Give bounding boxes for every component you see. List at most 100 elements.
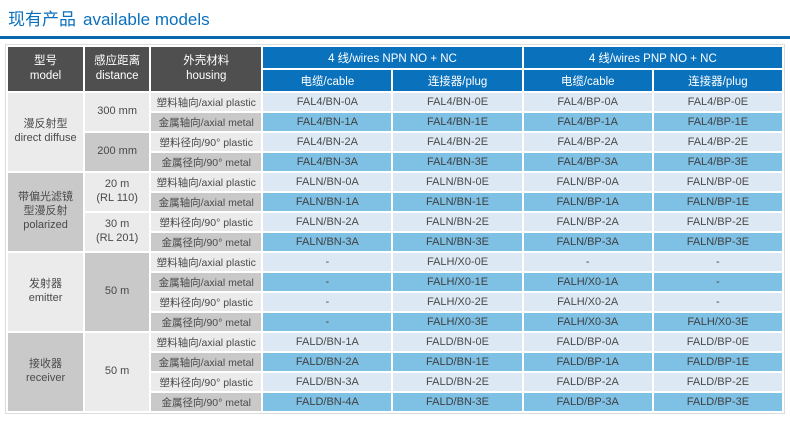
model-code-cell: FAL4/BP-0A — [523, 93, 652, 111]
housing-cell: 金属轴向/axial metal — [151, 193, 262, 211]
housing-cell: 金属轴向/axial metal — [151, 273, 262, 291]
housing-cell: 塑料径向/90° plastic — [151, 293, 262, 311]
housing-cell: 塑料轴向/axial plastic — [151, 333, 262, 351]
table-row: 金属轴向/axial metal FAL4/BN-1A FAL4/BN-1E FAL4… — [8, 113, 782, 131]
housing-cell: 塑料轴向/axial plastic — [151, 173, 262, 191]
table-row: 金属轴向/axial metal - FALH/X0-1E FALH/X0-1A - — [8, 273, 782, 291]
model-code-cell: FALD/BN-2A — [263, 353, 392, 371]
model-code-cell: FALN/BN-0E — [393, 173, 522, 191]
model-code-cell: FALN/BP-2A — [523, 213, 652, 231]
model-code-cell: FAL4/BP-1E — [653, 113, 782, 131]
table-row: 塑料径向/90° plastic - FALH/X0-2E FALH/X0-2A - — [8, 293, 782, 311]
model-code-cell: FALN/BN-1A — [263, 193, 392, 211]
model-cell: 带偏光滤镜 型漫反射 polarized — [8, 173, 84, 251]
col-header-distance-en: distance — [95, 70, 139, 82]
table-row: 带偏光滤镜 型漫反射 polarized 20 m (RL 110) 塑料轴向/axial… — [8, 173, 782, 251]
model-code-cell: FALD/BP-1E — [653, 353, 782, 371]
empty-cell: - — [263, 273, 392, 291]
model-code-cell: FALH/X0-0E — [393, 253, 522, 271]
model-code-cell: FALD/BN-3A — [263, 373, 392, 391]
model-code-cell: FALN/BN-1E — [393, 193, 522, 211]
table-row: 30 m (RL 201) 塑料径向/90° plastic FALN/BN-2A FA… — [8, 213, 782, 251]
model-code-cell: FALN/BP-2E — [653, 213, 782, 231]
model-code-cell: FALN/BP-3A — [523, 233, 652, 251]
col-header-model-en: model — [29, 70, 62, 82]
models-table-wrapper: 型号 model 感应距离 distance 外壳材料 housing 4 线/… — [5, 44, 785, 414]
model-code-cell: FALH/X0-1A — [523, 273, 652, 291]
title-divider — [0, 36, 790, 39]
model-code-cell: FALD/BN-4A — [263, 393, 392, 411]
model-code-cell: FAL4/BP-1A — [523, 113, 652, 131]
distance-cell: 300 mm — [85, 93, 150, 131]
model-code-cell: FALH/X0-3E — [393, 313, 522, 331]
model-code-cell: FALN/BN-3A — [263, 233, 392, 251]
model-code-cell: FAL4/BN-2E — [393, 133, 522, 151]
housing-cell: 塑料径向/90° plastic — [151, 213, 262, 231]
model-code-cell: FALN/BP-0E — [653, 173, 782, 191]
housing-cell: 塑料径向/90° plastic — [151, 373, 262, 391]
table-row: 发射器 emitter 50 m 塑料轴向/axial plastic - FALH/X0… — [8, 253, 782, 331]
model-code-cell: FALN/BP-1A — [523, 193, 652, 211]
model-code-cell: FALN/BN-3E — [393, 233, 522, 251]
housing-cell: 金属径向/90° metal — [151, 233, 262, 251]
empty-cell: - — [653, 293, 782, 311]
model-code-cell: FAL4/BN-0A — [263, 93, 392, 111]
model-code-cell: FAL4/BN-1E — [393, 113, 522, 131]
model-code-cell: FAL4/BN-3A — [263, 153, 392, 171]
housing-cell: 金属径向/90° metal — [151, 393, 262, 411]
model-code-cell: FALN/BP-0A — [523, 173, 652, 191]
col-header-model: 型号 model — [8, 47, 84, 91]
table-row: 漫反射型 direct diffuse 300 mm 塑料轴向/axial plast… — [8, 93, 782, 171]
col-header-model-zh: 型号 — [34, 55, 58, 68]
table-row: 金属径向/90° metal FALN/BN-3A FALN/BN-3E FALN/B… — [8, 233, 782, 251]
header-row-groups: 型号 model 感应距离 distance 外壳材料 housing 4 线/… — [8, 47, 782, 91]
distance-cell: 50 m — [85, 333, 150, 411]
model-code-cell: FALD/BN-1A — [263, 333, 392, 351]
model-code-cell: FAL4/BP-3A — [523, 153, 652, 171]
model-cell: 发射器 emitter — [8, 253, 84, 331]
col-group-pnp: 4 线/wires PNP NO + NC — [523, 47, 782, 68]
model-code-cell: FALH/X0-2E — [393, 293, 522, 311]
table-row: 金属径向/90° metal FAL4/BN-3A FAL4/BN-3E FAL4/B… — [8, 153, 782, 171]
model-code-cell: FALN/BN-0A — [263, 173, 392, 191]
col-header-housing: 外壳材料 housing — [151, 47, 262, 91]
empty-cell: - — [263, 253, 392, 271]
table-row: 金属径向/90° metal - FALH/X0-3E FALH/X0-3A FALH/… — [8, 313, 782, 331]
table-row: 金属轴向/axial metal FALD/BN-2A FALD/BN-1E FALD… — [8, 353, 782, 371]
page-title-zh: 现有产品 — [8, 10, 76, 29]
model-code-cell: FALD/BP-3A — [523, 393, 652, 411]
distance-cell: 30 m (RL 201) — [85, 213, 150, 251]
model-code-cell: FAL4/BN-3E — [393, 153, 522, 171]
model-code-cell: FALH/X0-1E — [393, 273, 522, 291]
distance-cell: 20 m (RL 110) — [85, 173, 150, 211]
model-code-cell: FAL4/BP-2E — [653, 133, 782, 151]
distance-cell: 200 mm — [85, 133, 150, 171]
model-code-cell: FAL4/BN-1A — [263, 113, 392, 131]
model-code-cell: FALN/BP-1E — [653, 193, 782, 211]
model-code-cell: FALD/BP-2E — [653, 373, 782, 391]
page-title-en: available models — [83, 10, 210, 29]
housing-cell: 塑料轴向/axial plastic — [151, 253, 262, 271]
model-code-cell: FALD/BP-3E — [653, 393, 782, 411]
model-code-cell: FAL4/BP-0E — [653, 93, 782, 111]
model-code-cell: FALD/BP-2A — [523, 373, 652, 391]
model-code-cell: FALD/BN-3E — [393, 393, 522, 411]
col-group-npn: 4 线/wires NPN NO + NC — [263, 47, 522, 68]
empty-cell: - — [653, 253, 782, 271]
housing-cell: 塑料径向/90° plastic — [151, 133, 262, 151]
distance-cell: 50 m — [85, 253, 150, 331]
col-header-distance-zh: 感应距离 — [94, 55, 141, 68]
col-header-pnp-plug: 连接器/plug — [653, 70, 782, 91]
model-cell: 接收器 receiver — [8, 333, 84, 411]
model-code-cell: FALD/BP-0A — [523, 333, 652, 351]
col-header-npn-cable: 电缆/cable — [263, 70, 392, 91]
model-code-cell: FALD/BP-1A — [523, 353, 652, 371]
empty-cell: - — [523, 253, 652, 271]
empty-cell: - — [263, 313, 392, 331]
model-code-cell: FAL4/BN-0E — [393, 93, 522, 111]
housing-cell: 塑料轴向/axial plastic — [151, 93, 262, 111]
model-code-cell: FALD/BN-1E — [393, 353, 522, 371]
model-code-cell: FALH/X0-2A — [523, 293, 652, 311]
page-title: 现有产品 available models — [0, 0, 790, 30]
model-code-cell: FALN/BN-2A — [263, 213, 392, 231]
